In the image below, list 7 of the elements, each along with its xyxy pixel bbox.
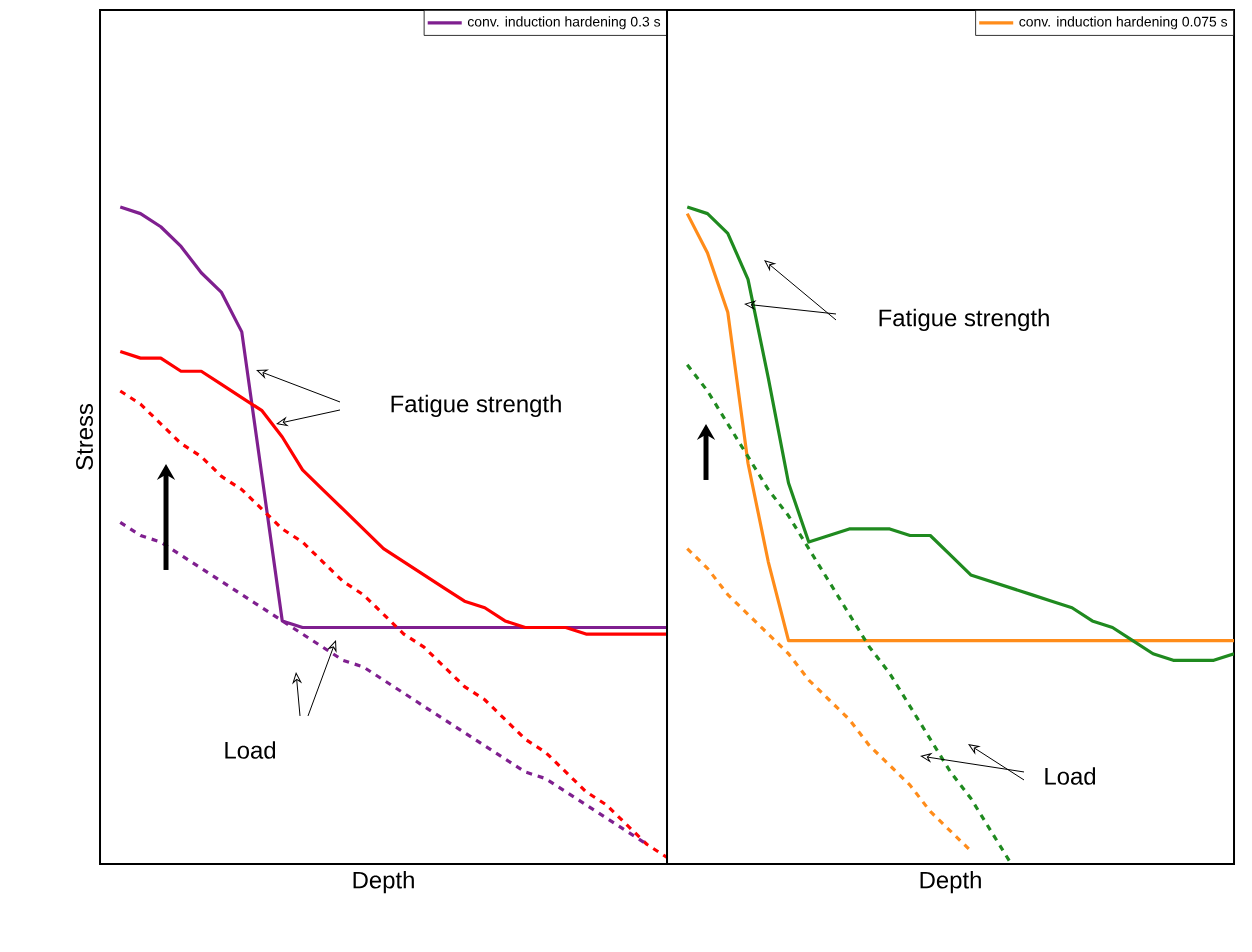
annotation: Fatigue strength [391,394,561,418]
y-axis-title: Stress [76,403,93,470]
x-axis-title: Depth [353,871,414,894]
annotation: Load [225,741,276,759]
annotation: Load [1045,767,1096,785]
annotation: Fatigue strength [879,308,1049,332]
x-axis-title: Depth [920,871,981,894]
